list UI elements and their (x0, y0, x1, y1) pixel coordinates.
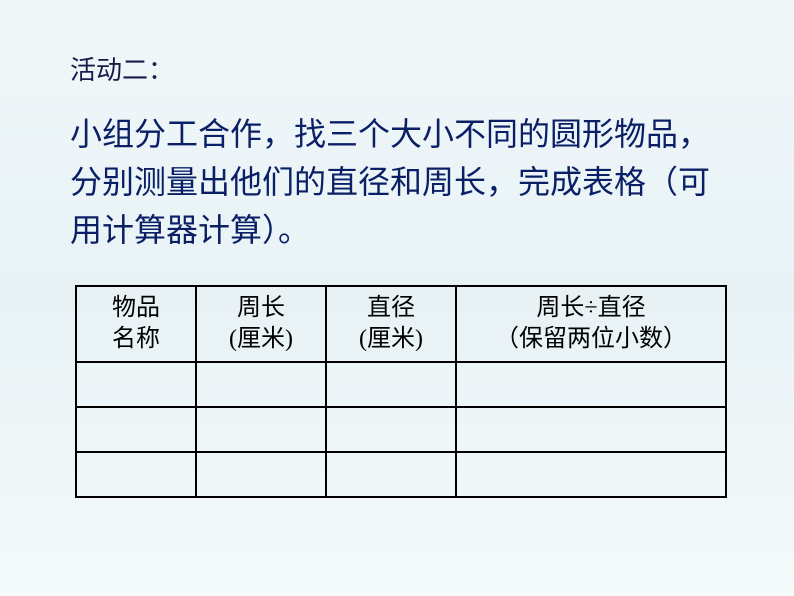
cell-r3c1 (76, 452, 196, 497)
col4-line2: （保留两位小数） (495, 326, 687, 352)
col3-line1: 直径 (367, 295, 415, 321)
cell-r3c3 (326, 452, 456, 497)
col2-line1: 周长 (237, 295, 285, 321)
cell-r2c2 (196, 407, 326, 452)
col-header-diameter: 直径 (厘米) (326, 286, 456, 362)
col4-line1: 周长÷直径 (536, 295, 645, 321)
col-header-ratio: 周长÷直径 （保留两位小数） (456, 286, 726, 362)
cell-r1c4 (456, 362, 726, 407)
cell-r2c3 (326, 407, 456, 452)
cell-r2c4 (456, 407, 726, 452)
activity-instruction: 小组分工合作，找三个大小不同的圆形物品，分别测量出他们的直径和周长，完成表格（可… (70, 110, 724, 254)
col-header-item: 物品 名称 (76, 286, 196, 362)
table-row (76, 362, 726, 407)
table-header-row: 物品 名称 周长 (厘米) 直径 (厘米) 周长÷直径 （保留两位小数） (76, 286, 726, 362)
col2-line2: (厘米) (229, 326, 293, 352)
cell-r3c4 (456, 452, 726, 497)
cell-r1c2 (196, 362, 326, 407)
col1-line2: 名称 (112, 326, 160, 352)
cell-r3c2 (196, 452, 326, 497)
col-header-circumference: 周长 (厘米) (196, 286, 326, 362)
col1-line1: 物品 (112, 295, 160, 321)
cell-r1c3 (326, 362, 456, 407)
activity-heading: 活动二： (70, 50, 174, 87)
cell-r2c1 (76, 407, 196, 452)
table-row (76, 407, 726, 452)
cell-r1c1 (76, 362, 196, 407)
table-row (76, 452, 726, 497)
measurement-table: 物品 名称 周长 (厘米) 直径 (厘米) 周长÷直径 （保留两位小数） (75, 285, 727, 498)
col3-line2: (厘米) (359, 326, 423, 352)
